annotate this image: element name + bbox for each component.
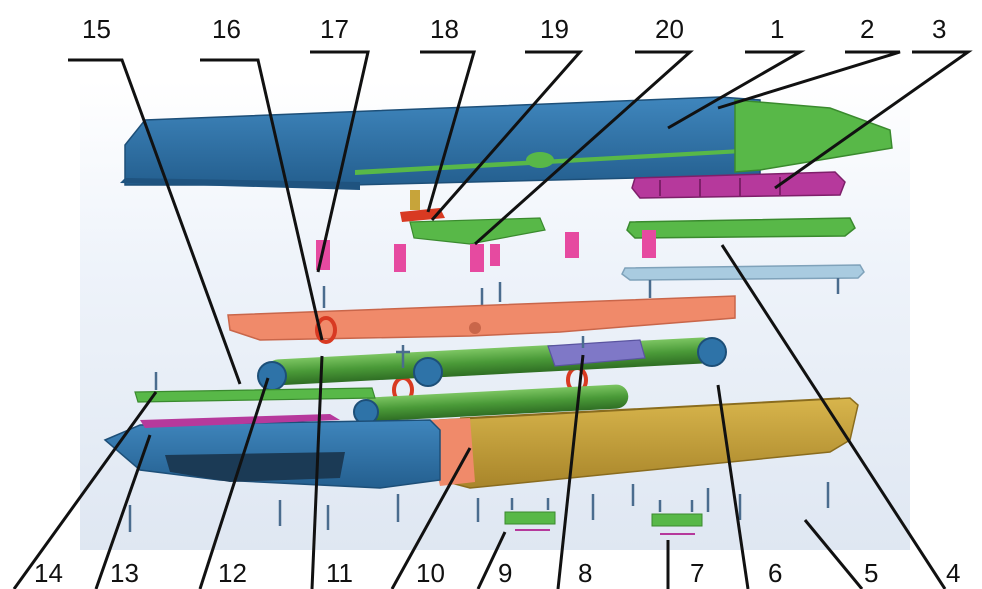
- small-part-right: [651, 500, 703, 535]
- magenta-component: [631, 171, 846, 199]
- light-plate: [621, 264, 865, 298]
- label-11: 11: [326, 558, 353, 588]
- leader-lines: [12, 50, 973, 589]
- green-end-cap: [734, 99, 893, 173]
- label-19: 19: [540, 14, 569, 44]
- small-part-left: [504, 498, 556, 531]
- salmon-plate: [227, 295, 736, 341]
- label-14: 14: [34, 558, 63, 588]
- bottom-labels: 14 13 12 11 10 9 8 7 6 5 4: [34, 558, 960, 588]
- purple-block: [547, 336, 646, 367]
- label-20: 20: [655, 14, 684, 44]
- label-9: 9: [498, 558, 512, 588]
- small-green-board: [409, 217, 546, 245]
- lower-blue-housing: [103, 414, 441, 489]
- label-7: 7: [690, 558, 704, 588]
- label-13: 13: [110, 558, 139, 588]
- label-4: 4: [946, 558, 960, 588]
- label-2: 2: [860, 14, 874, 44]
- green-circuit-board: [626, 217, 856, 239]
- label-5: 5: [864, 558, 878, 588]
- label-10: 10: [416, 558, 445, 588]
- screws-lower: [128, 482, 830, 532]
- label-17: 17: [320, 14, 349, 44]
- label-1: 1: [770, 14, 784, 44]
- screw-center: [396, 345, 410, 368]
- green-left-plate: [134, 372, 376, 403]
- label-16: 16: [212, 14, 241, 44]
- label-3: 3: [932, 14, 946, 44]
- label-6: 6: [768, 558, 782, 588]
- label-8: 8: [578, 558, 592, 588]
- label-15: 15: [82, 14, 111, 44]
- top-labels: 15 16 17 18 19 20 1 2 3: [82, 14, 946, 44]
- label-18: 18: [430, 14, 459, 44]
- label-12: 12: [218, 558, 247, 588]
